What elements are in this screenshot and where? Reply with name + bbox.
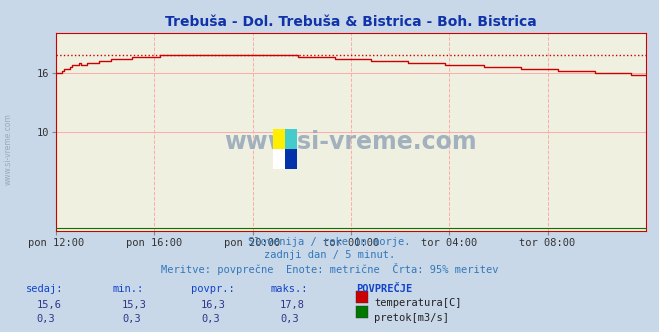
Text: 0,3: 0,3 <box>280 314 299 324</box>
Text: 0,3: 0,3 <box>201 314 219 324</box>
Text: 17,8: 17,8 <box>280 300 305 310</box>
Bar <box>285 149 297 169</box>
Text: maks.:: maks.: <box>270 284 308 294</box>
Text: zadnji dan / 5 minut.: zadnji dan / 5 minut. <box>264 250 395 260</box>
Text: 16,3: 16,3 <box>201 300 226 310</box>
Bar <box>273 129 285 149</box>
Text: temperatura[C]: temperatura[C] <box>374 298 462 308</box>
Bar <box>285 129 297 149</box>
Title: Trebuša - Dol. Trebuša & Bistrica - Boh. Bistrica: Trebuša - Dol. Trebuša & Bistrica - Boh.… <box>165 15 537 29</box>
Text: sedaj:: sedaj: <box>26 284 64 294</box>
Text: Meritve: povprečne  Enote: metrične  Črta: 95% meritev: Meritve: povprečne Enote: metrične Črta:… <box>161 263 498 275</box>
Text: 0,3: 0,3 <box>122 314 140 324</box>
Text: povpr.:: povpr.: <box>191 284 235 294</box>
Text: www.si-vreme.com: www.si-vreme.com <box>225 130 477 154</box>
Text: pretok[m3/s]: pretok[m3/s] <box>374 313 449 323</box>
Text: min.:: min.: <box>112 284 143 294</box>
Text: 15,6: 15,6 <box>36 300 61 310</box>
Text: 15,3: 15,3 <box>122 300 147 310</box>
Bar <box>273 149 285 169</box>
Text: www.si-vreme.com: www.si-vreme.com <box>4 114 13 185</box>
Text: POVPREČJE: POVPREČJE <box>356 284 412 294</box>
Text: 0,3: 0,3 <box>36 314 55 324</box>
Text: Slovenija / reke in morje.: Slovenija / reke in morje. <box>248 237 411 247</box>
